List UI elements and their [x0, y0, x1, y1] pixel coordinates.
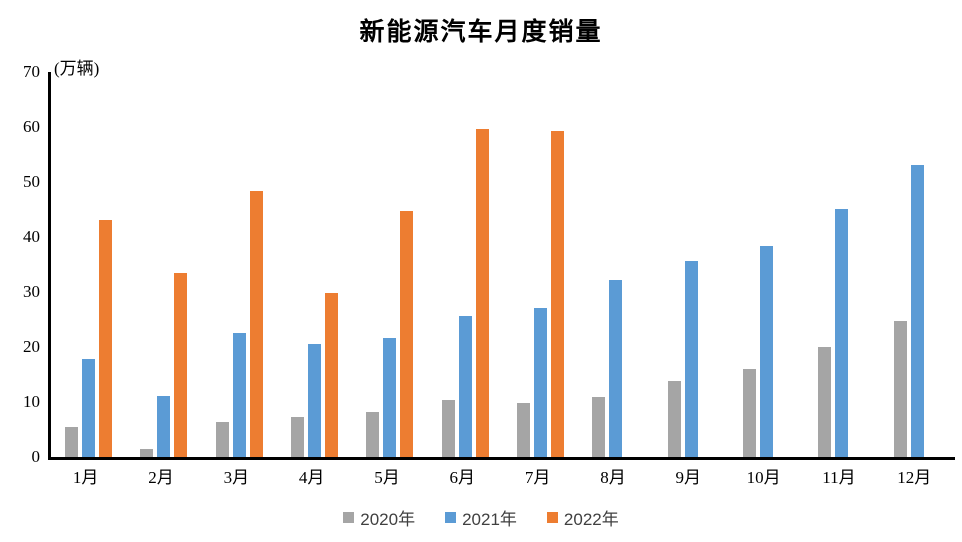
y-tick-label-0: 0: [31, 447, 41, 466]
bar-group-9月: [654, 72, 729, 457]
legend-label: 2022年: [563, 510, 619, 529]
bar-2020年-10月: [743, 369, 757, 457]
bar-2022年-2月: [174, 273, 188, 457]
bar-2020年-6月: [441, 400, 455, 457]
bar-2020年-4月: [291, 417, 305, 457]
bar-2020年-5月: [366, 412, 380, 457]
legend-item-2022年: 2022年: [546, 505, 619, 530]
x-axis-labels: 1月 2月 3月 4月 5月 6月 7月 8月 9月 10月 11月 12月: [48, 463, 952, 488]
legend: 2020年 2021年 2022年: [0, 505, 962, 530]
bar-2022年-4月: [325, 293, 339, 457]
legend-item-2020年: 2020年: [343, 505, 415, 530]
y-tick-label-50: 50: [23, 172, 40, 191]
bar-2022年-3月: [249, 191, 263, 457]
bar-group-8月: [578, 72, 653, 457]
x-tick-label-12月: 12月: [897, 468, 932, 487]
x-tick-label-7月: 7月: [524, 468, 551, 487]
x-tick-label-9月: 9月: [675, 468, 702, 487]
bar-2022年-5月: [400, 211, 414, 457]
bar-group-4月: [277, 72, 352, 457]
bar-group-5月: [352, 72, 427, 457]
bar-group-12月: [880, 72, 955, 457]
bar-2022年-6月: [475, 129, 489, 457]
y-tick-label-60: 60: [23, 117, 40, 136]
bar-2021年-7月: [534, 308, 548, 457]
bar-2020年-12月: [893, 321, 907, 457]
bar-group-3月: [202, 72, 277, 457]
bar-2021年-5月: [383, 338, 397, 457]
bar-2020年-2月: [140, 449, 154, 457]
y-axis-unit-label: (万辆): [54, 59, 100, 78]
plot-area: [48, 72, 955, 460]
legend-marker-icon: [445, 512, 457, 523]
bar-2022年-7月: [551, 131, 565, 457]
bar-group-2月: [126, 72, 201, 457]
bar-2021年-1月: [82, 359, 96, 457]
legend-marker-icon: [343, 512, 355, 523]
y-tick-label-30: 30: [23, 282, 40, 301]
x-tick-label-6月: 6月: [449, 468, 476, 487]
bar-2021年-8月: [609, 280, 623, 457]
bar-group-1月: [51, 72, 126, 457]
bar-2021年-9月: [684, 261, 698, 457]
y-tick-label-20: 20: [23, 337, 40, 356]
bar-2021年-12月: [910, 165, 924, 457]
x-tick-label-2月: 2月: [148, 468, 174, 487]
y-tick-label-70: 70: [23, 62, 40, 81]
bar-group-6月: [428, 72, 503, 457]
bar-2020年-8月: [592, 397, 606, 457]
legend-marker-icon: [546, 512, 558, 523]
bar-2021年-4月: [308, 344, 322, 457]
bar-2022年-1月: [99, 220, 113, 457]
legend-item-2021年: 2021年: [445, 505, 517, 530]
x-tick-label-10月: 10月: [746, 468, 781, 487]
x-tick-label-3月: 3月: [223, 468, 250, 487]
bar-2020年-9月: [667, 381, 681, 457]
bar-group-11月: [804, 72, 879, 457]
bar-2020年-7月: [517, 403, 531, 457]
x-tick-label-5月: 5月: [374, 468, 400, 487]
bar-2020年-11月: [818, 347, 832, 457]
bar-2021年-10月: [760, 246, 774, 457]
x-tick-label-8月: 8月: [600, 468, 626, 487]
bar-group-10月: [729, 72, 804, 457]
bar-2021年-3月: [232, 333, 246, 457]
x-tick-label-4月: 4月: [298, 468, 325, 487]
bar-2021年-2月: [157, 396, 171, 457]
x-tick-label-1月: 1月: [72, 468, 99, 487]
bar-2020年-3月: [215, 422, 229, 457]
x-tick-label-11月: 11月: [822, 468, 856, 487]
chart-title: 新能源汽车月度销量: [359, 19, 603, 46]
y-tick-label-10: 10: [23, 392, 40, 411]
legend-label: 2020年: [360, 510, 416, 529]
bar-group-7月: [503, 72, 578, 457]
bar-2021年-6月: [458, 316, 472, 457]
y-tick-label-40: 40: [23, 227, 40, 246]
bar-2020年-1月: [65, 427, 79, 457]
bar-2021年-11月: [835, 209, 849, 457]
legend-label: 2021年: [462, 510, 517, 529]
